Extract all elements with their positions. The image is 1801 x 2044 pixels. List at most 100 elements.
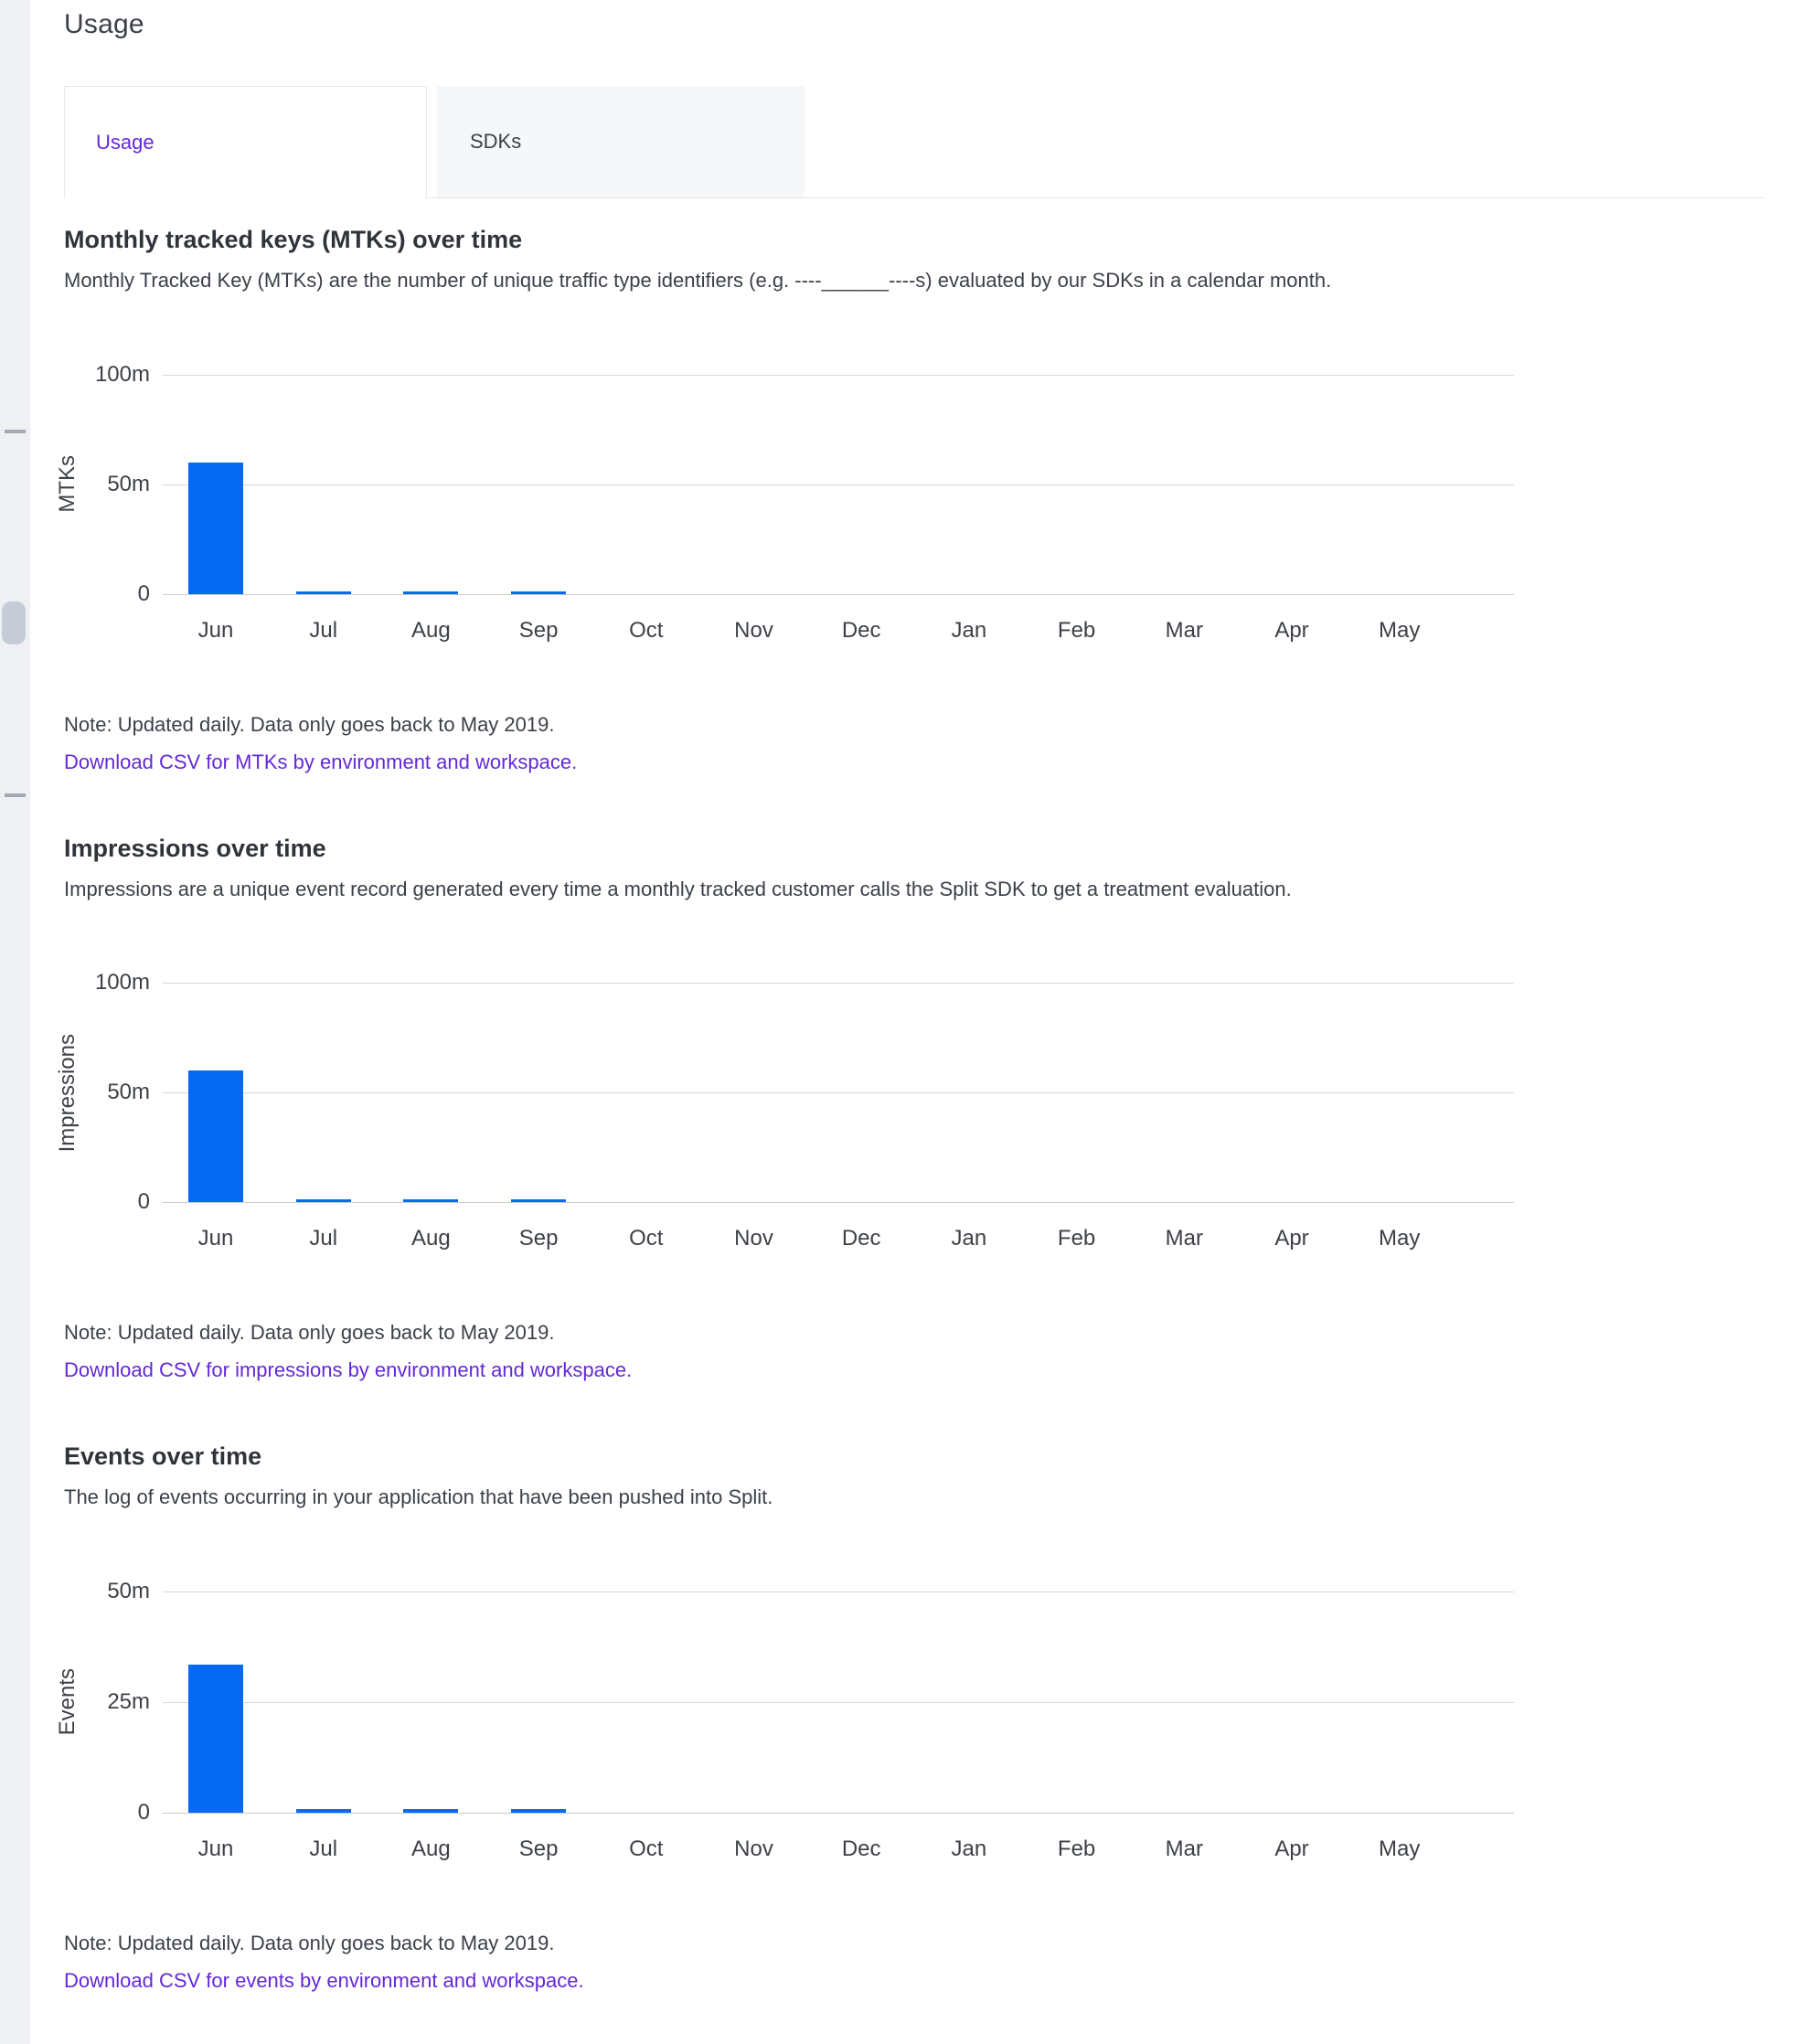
impressions-chart: 0 50m 100m Jun Jul Aug Sep Oct Nov Dec Jan Feb Mar Ap… xyxy=(55,970,1514,1251)
section-description: Impressions are a unique event record ge… xyxy=(64,877,1292,900)
section-heading: Impressions over time xyxy=(64,834,326,862)
section-mtks: Monthly tracked keys (MTKs) over time Mo… xyxy=(55,226,1764,774)
gridline xyxy=(163,1813,1514,1815)
section-heading: Events over time xyxy=(64,1443,262,1471)
rail-divider-icon xyxy=(5,430,26,433)
x-axis-tick-label: Dec xyxy=(841,1836,881,1862)
tab-bar: Usage SDKs xyxy=(64,86,1764,198)
x-axis-tick-label: Sep xyxy=(518,1836,559,1862)
bar-jun xyxy=(188,1664,243,1814)
tab-usage[interactable]: Usage xyxy=(64,86,427,198)
gridline xyxy=(163,484,1514,485)
download-csv-impressions-link[interactable]: Download CSV for impressions by environm… xyxy=(64,1358,633,1382)
gridline xyxy=(163,1092,1514,1094)
x-axis-tick-label: Mar xyxy=(1165,1226,1203,1251)
section-impressions: Impressions over time Impressions are a … xyxy=(55,834,1764,1383)
gridline xyxy=(163,593,1514,595)
gridline xyxy=(163,1202,1514,1204)
gridline xyxy=(163,1702,1514,1704)
section-events: Events over time The log of events occur… xyxy=(55,1443,1764,1993)
x-axis-tick-label: Mar xyxy=(1165,1836,1203,1862)
plot-area: 0 50m 100m Jun Jul Aug Sep Oct Nov Dec Jan Feb Mar Ap… xyxy=(55,970,1514,1251)
page-title: Usage xyxy=(64,9,144,39)
y-axis-tick-label: 50m xyxy=(107,1080,150,1105)
events-chart: 0 25m 50m Jun Jul Aug Sep Oct Nov Dec Jan Feb Mar Apr… xyxy=(55,1579,1514,1861)
y-axis-tick-label: 100m xyxy=(94,970,150,995)
bar-sep xyxy=(511,591,567,594)
x-axis-tick-label: Oct xyxy=(629,617,664,643)
rail-scrollbar-thumb[interactable] xyxy=(2,601,26,644)
x-axis-tick-label: Feb xyxy=(1057,617,1096,643)
gridline xyxy=(163,374,1514,376)
section-description: The log of events occurring in your appl… xyxy=(64,1485,773,1509)
x-axis-tick-label: Aug xyxy=(411,1836,451,1862)
chart-note: Note: Updated daily. Data only goes back… xyxy=(64,1932,555,1955)
download-csv-events-link[interactable]: Download CSV for events by environment a… xyxy=(64,1969,584,1993)
x-axis-tick-label: Apr xyxy=(1274,1226,1309,1251)
x-axis-tick-label: Feb xyxy=(1057,1226,1096,1251)
x-axis-tick-label: Jun xyxy=(197,1836,234,1862)
x-axis-tick-label: Sep xyxy=(518,1226,559,1251)
y-axis-title: MTKs xyxy=(55,455,80,514)
x-axis-tick-label: Jan xyxy=(951,1836,987,1862)
x-axis-tick-label: Mar xyxy=(1165,617,1203,643)
y-axis-tick-label: 100m xyxy=(94,361,150,387)
x-axis-tick-label: Feb xyxy=(1057,1836,1096,1862)
x-axis-tick-label: Dec xyxy=(841,617,881,643)
x-axis-tick-label: May xyxy=(1379,1836,1421,1862)
rail-divider-icon xyxy=(5,793,26,797)
bar-sep xyxy=(511,1199,567,1203)
bar-aug xyxy=(403,1199,459,1203)
plot-area: 0 50m 100m Jun Jul Aug Sep Oct Nov Dec Jan Feb Mar Ap… xyxy=(55,362,1514,643)
mtks-chart: 0 50m 100m Jun Jul Aug Sep Oct Nov Dec Jan Feb Mar Ap… xyxy=(55,362,1514,643)
x-axis-tick-label: Aug xyxy=(411,1226,451,1251)
x-axis-tick-label: Jun xyxy=(197,617,234,643)
x-axis-tick-label: May xyxy=(1379,1226,1421,1251)
y-axis-tick-label: 25m xyxy=(107,1689,150,1715)
bar-jul xyxy=(295,1809,351,1814)
tab-sdks-label: SDKs xyxy=(470,130,522,153)
bar-jul xyxy=(295,591,351,594)
x-axis-tick-label: Nov xyxy=(734,1836,773,1862)
bar-aug xyxy=(403,1809,459,1814)
x-axis-tick-label: Jul xyxy=(309,1836,338,1862)
section-heading: Monthly tracked keys (MTKs) over time xyxy=(64,226,523,253)
bar-jul xyxy=(295,1199,351,1203)
bar-aug xyxy=(403,591,459,594)
x-axis-tick-label: May xyxy=(1379,617,1421,643)
x-axis-tick-label: Jan xyxy=(951,1226,987,1251)
y-axis-title: Impressions xyxy=(55,1033,80,1153)
download-csv-mtks-link[interactable]: Download CSV for MTKs by environment and… xyxy=(64,750,578,773)
x-axis-tick-label: Oct xyxy=(629,1836,664,1862)
chart-note: Note: Updated daily. Data only goes back… xyxy=(64,712,555,736)
y-axis-tick-label: 50m xyxy=(107,1579,150,1604)
y-axis-tick-label: 0 xyxy=(137,580,150,606)
x-axis-tick-label: Jan xyxy=(951,617,987,643)
x-axis-tick-label: Sep xyxy=(518,617,559,643)
bar-sep xyxy=(511,1809,567,1814)
x-axis-tick-label: Oct xyxy=(629,1226,664,1251)
usage-page: Usage Usage SDKs Monthly tracked keys (M… xyxy=(30,0,1801,1994)
bar-jun xyxy=(188,1070,243,1203)
y-axis-title: Events xyxy=(55,1668,80,1736)
section-description: Monthly Tracked Key (MTKs) are the numbe… xyxy=(64,269,1332,292)
y-axis-tick-label: 0 xyxy=(137,1800,150,1826)
x-axis-tick-label: Dec xyxy=(841,1226,881,1251)
collapsed-left-rail xyxy=(0,0,30,2044)
tab-sdks[interactable]: SDKs xyxy=(437,86,805,197)
x-axis-tick-label: Nov xyxy=(734,617,773,643)
x-axis-tick-label: Nov xyxy=(734,1226,773,1251)
x-axis-tick-label: Jul xyxy=(309,617,338,643)
y-axis-tick-label: 0 xyxy=(137,1189,150,1215)
x-axis-tick-label: Apr xyxy=(1274,1836,1309,1862)
x-axis-tick-label: Aug xyxy=(411,617,451,643)
x-axis-tick-label: Jun xyxy=(197,1226,234,1251)
x-axis-tick-label: Apr xyxy=(1274,617,1309,643)
chart-note: Note: Updated daily. Data only goes back… xyxy=(64,1321,555,1345)
tab-usage-label: Usage xyxy=(96,131,155,154)
bar-jun xyxy=(188,462,243,594)
plot-area: 0 25m 50m Jun Jul Aug Sep Oct Nov Dec Jan Feb Mar Apr… xyxy=(55,1579,1514,1861)
gridline xyxy=(163,983,1514,985)
x-axis-tick-label: Jul xyxy=(309,1226,338,1251)
y-axis-tick-label: 50m xyxy=(107,471,150,496)
